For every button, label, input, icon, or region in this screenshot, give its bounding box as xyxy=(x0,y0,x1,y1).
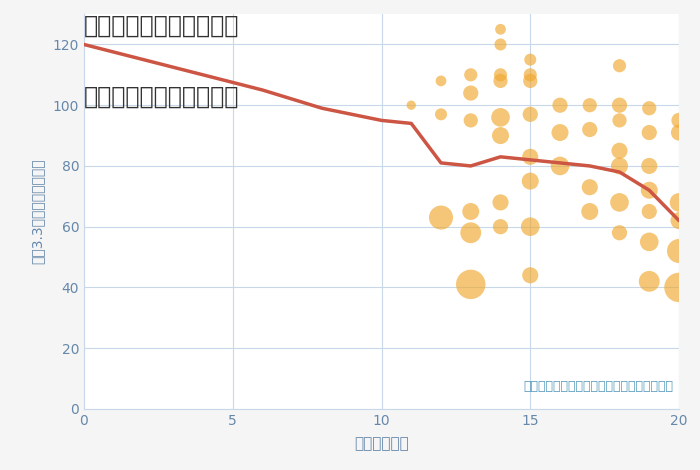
Point xyxy=(406,102,417,109)
Point xyxy=(614,102,625,109)
Point xyxy=(584,183,595,191)
Point xyxy=(673,117,685,124)
Point xyxy=(465,229,476,236)
Point xyxy=(465,208,476,215)
Y-axis label: 坪（3.3㎡）単価（万円）: 坪（3.3㎡）単価（万円） xyxy=(30,159,44,264)
Point xyxy=(614,62,625,70)
Point xyxy=(644,238,655,246)
Point xyxy=(644,104,655,112)
Point xyxy=(525,71,536,78)
Point xyxy=(495,25,506,33)
Point xyxy=(673,199,685,206)
Point xyxy=(673,284,685,291)
Point xyxy=(495,114,506,121)
Point xyxy=(495,77,506,85)
Point xyxy=(495,41,506,48)
Point xyxy=(614,147,625,155)
Point xyxy=(644,162,655,170)
Point xyxy=(465,89,476,97)
Point xyxy=(525,272,536,279)
Point xyxy=(644,278,655,285)
Point xyxy=(584,208,595,215)
Point xyxy=(554,102,566,109)
Point xyxy=(614,117,625,124)
Point xyxy=(554,129,566,136)
Point xyxy=(644,208,655,215)
Point xyxy=(554,162,566,170)
Text: 兵庫県神戸市北区桂木の: 兵庫県神戸市北区桂木の xyxy=(84,14,239,38)
Point xyxy=(673,247,685,255)
Point xyxy=(614,199,625,206)
Point xyxy=(465,281,476,288)
Point xyxy=(495,132,506,139)
Point xyxy=(673,217,685,224)
Point xyxy=(525,177,536,185)
Point xyxy=(525,153,536,161)
Point xyxy=(673,129,685,136)
Point xyxy=(495,199,506,206)
Point xyxy=(525,77,536,85)
Point xyxy=(584,126,595,133)
Point xyxy=(465,71,476,78)
Point xyxy=(614,229,625,236)
Point xyxy=(644,129,655,136)
Point xyxy=(525,56,536,63)
X-axis label: 駅距離（分）: 駅距離（分） xyxy=(354,436,409,451)
Point xyxy=(435,77,447,85)
Text: 円の大きさは、取引のあった物件面積を示す: 円の大きさは、取引のあった物件面積を示す xyxy=(523,380,673,393)
Point xyxy=(495,223,506,230)
Point xyxy=(495,71,506,78)
Point xyxy=(435,214,447,221)
Point xyxy=(584,102,595,109)
Point xyxy=(435,110,447,118)
Point xyxy=(465,117,476,124)
Text: 駅距離別中古戸建て価格: 駅距離別中古戸建て価格 xyxy=(84,85,239,109)
Point xyxy=(525,223,536,230)
Point xyxy=(614,162,625,170)
Point xyxy=(644,187,655,194)
Point xyxy=(525,110,536,118)
